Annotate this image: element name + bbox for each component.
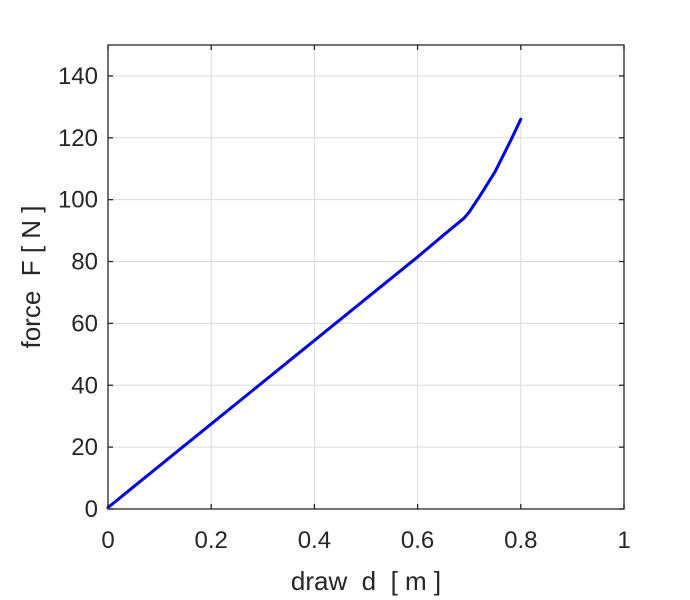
series-layer [106, 117, 523, 509]
x-tick-label: 0.4 [298, 527, 331, 554]
y-tick-label: 20 [71, 434, 98, 461]
y-tick-label: 40 [71, 372, 98, 399]
tick-labels: 0 0.2 0.4 0.6 0.8 1 0 20 40 60 80 100 120 140 [58, 63, 631, 554]
plot-area-frame [107, 44, 625, 510]
x-tick-label: 0 [101, 527, 114, 554]
y-axis-label: force F [ N ] [16, 205, 46, 348]
y-tick-label: 0 [85, 496, 98, 523]
x-axis-label: draw d [ m ] [291, 566, 441, 596]
x-tick-label: 0.8 [504, 527, 537, 554]
x-tick-label: 0.6 [401, 527, 434, 554]
y-tick-label: 140 [58, 63, 98, 90]
y-tick-label: 100 [58, 187, 98, 214]
y-tick-label: 60 [71, 310, 98, 337]
axis-ticks [107, 45, 625, 510]
x-tick-label: 1 [617, 527, 630, 554]
grid-lines [108, 45, 624, 509]
series-line [106, 117, 523, 509]
y-tick-label: 80 [71, 249, 98, 276]
x-tick-label: 0.2 [195, 527, 228, 554]
y-tick-label: 120 [58, 125, 98, 152]
